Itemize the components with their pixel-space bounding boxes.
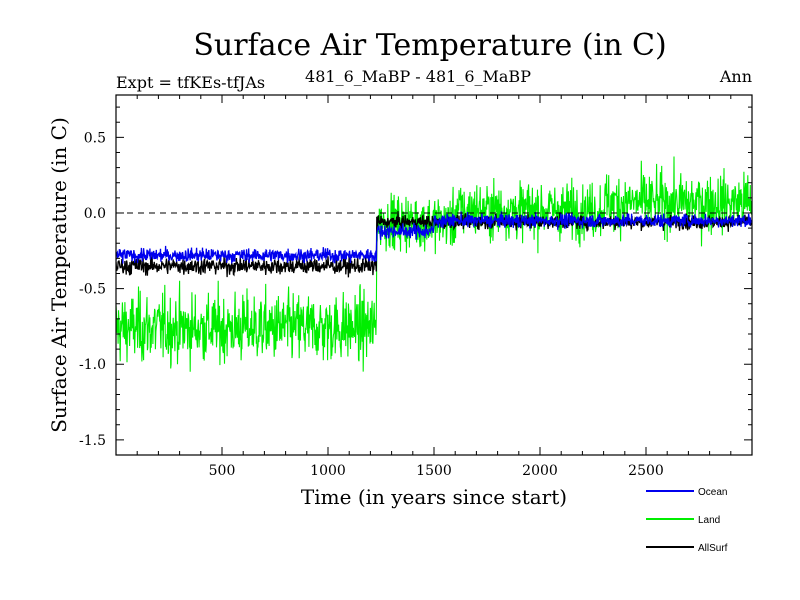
- y-tick-label: -1.5: [79, 433, 106, 449]
- x-tick-label: 1000: [310, 463, 346, 479]
- legend-label-land: Land: [698, 515, 720, 526]
- chart-title: Surface Air Temperature (in C): [193, 28, 666, 63]
- legend: Ocean Land AllSurf: [646, 487, 728, 554]
- y-axis: 0.5 0.0 -0.5 -1.0 -1.5: [79, 106, 752, 449]
- x-tick-label: 500: [209, 463, 236, 479]
- y-axis-label: Surface Air Temperature (in C): [47, 117, 71, 433]
- y-tick-label: 0.5: [84, 130, 106, 146]
- series-ocean-line: [116, 211, 752, 264]
- y-tick-label: -0.5: [79, 282, 106, 298]
- series-land-line: [116, 156, 752, 372]
- subtitle-center: 481_6_MaBP - 481_6_MaBP: [305, 67, 531, 86]
- x-axis: 500 1000 1500 2000 2500: [136, 95, 732, 479]
- subtitle-right: Ann: [719, 67, 752, 86]
- subtitle-left: Expt = tfKEs-tfJAs: [116, 73, 265, 92]
- x-tick-label: 2000: [522, 463, 558, 479]
- y-tick-label: -1.0: [79, 357, 106, 373]
- series-layer: [116, 156, 752, 372]
- y-tick-label: 0.0: [84, 206, 106, 222]
- legend-label-allsurf: AllSurf: [698, 543, 728, 554]
- x-tick-label: 1500: [416, 463, 452, 479]
- legend-label-ocean: Ocean: [698, 487, 727, 498]
- x-axis-label: Time (in years since start): [301, 485, 567, 509]
- plot-frame: [115, 94, 753, 456]
- x-tick-label: 2500: [628, 463, 664, 479]
